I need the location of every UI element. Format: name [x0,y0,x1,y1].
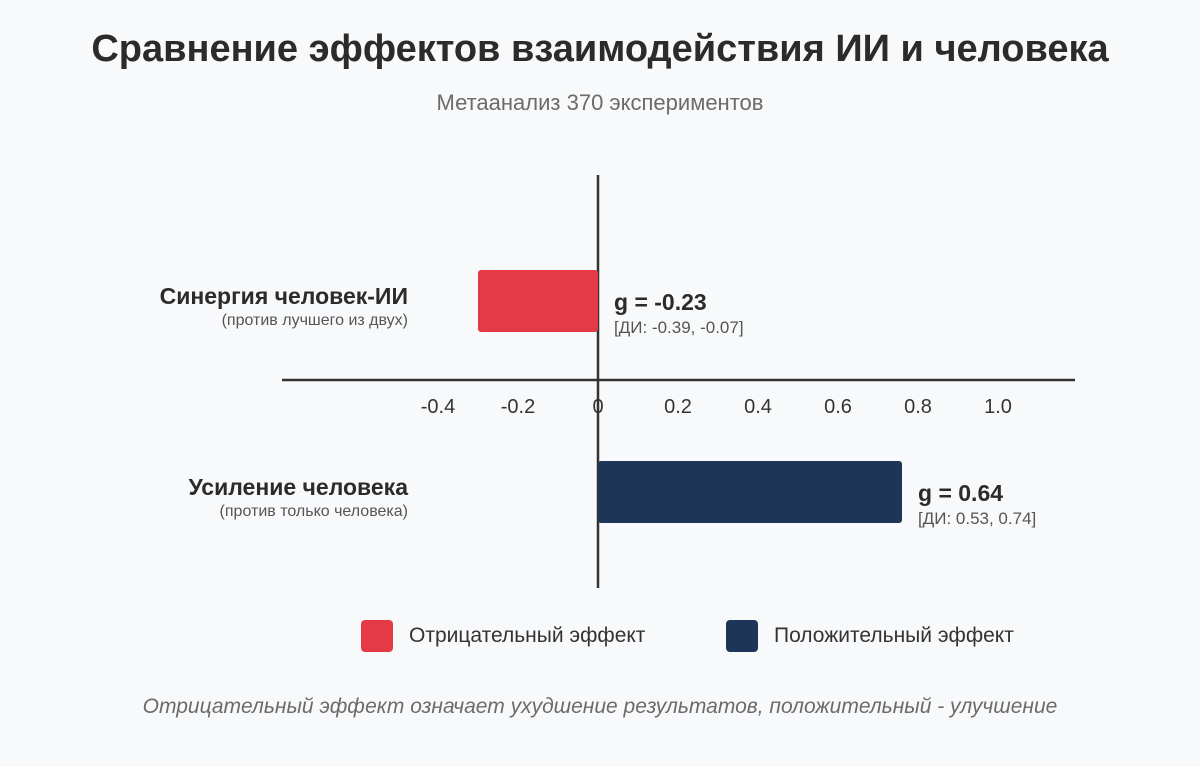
category-label-0: Синергия человек-ИИ [160,283,408,309]
legend-item-negative: Отрицательный эффект [361,619,645,653]
legend-item-positive: Положительный эффект [726,619,1014,653]
x-tick-label: 0.2 [664,396,692,418]
legend-swatch-positive [726,620,758,652]
legend-label-positive: Положительный эффект [774,624,1014,647]
x-tick-label: 0.4 [744,396,772,418]
category-sublabel-0: (против лучшего из двух) [222,312,408,329]
footnote: Отрицательный эффект означает ухудшение … [142,695,1058,718]
legend: Отрицательный эффект Положительный эффек… [0,619,1200,653]
chart-title: Сравнение эффектов взаимодействия ИИ и ч… [91,28,1109,70]
ci-label-1: [ДИ: 0.53, 0.74] [918,509,1036,528]
x-tick-label: 1.0 [984,396,1012,418]
ci-label-0: [ДИ: -0.39, -0.07] [614,318,744,337]
bar-1 [598,461,902,523]
legend-swatch-negative [361,620,393,652]
x-tick-label: 0.8 [904,396,932,418]
legend-label-negative: Отрицательный эффект [409,624,646,647]
value-label-1: g = 0.64 [918,480,1003,506]
chart-subtitle: Метаанализ 370 экспериментов [436,90,764,115]
x-tick-label: 0.6 [824,396,852,418]
bar-0 [478,270,598,332]
category-label-1: Усиление человека [188,474,408,500]
x-tick-label: -0.2 [501,396,535,418]
x-tick-label: 0 [592,396,603,418]
x-tick-label: -0.4 [421,396,455,418]
value-label-0: g = -0.23 [614,289,707,315]
category-sublabel-1: (против только человека) [220,503,408,520]
